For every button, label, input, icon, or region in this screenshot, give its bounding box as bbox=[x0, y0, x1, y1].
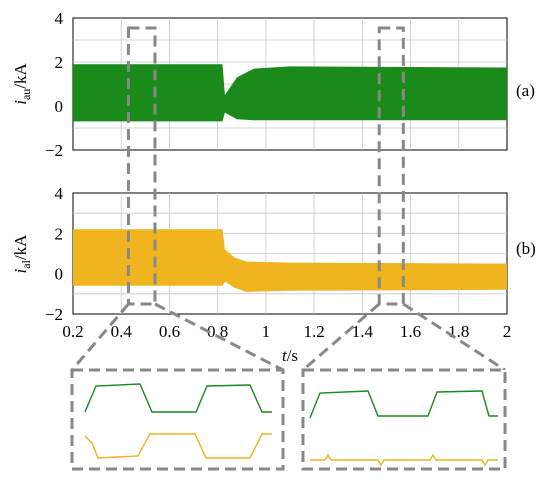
zoom-connectors bbox=[70, 302, 506, 372]
y-tick-label: 4 bbox=[55, 184, 64, 203]
inset-2 bbox=[301, 368, 507, 471]
x-tick-label: 0.2 bbox=[62, 322, 83, 341]
zoom-connector-2-right bbox=[402, 302, 506, 372]
inset-1-green-trace bbox=[84, 383, 272, 413]
zoom-indicators bbox=[126, 26, 405, 306]
panel-b-x-ticks: 0.2 0.4 0.6 0.8 1 1.2 1.4 1.6 1.8 2 bbox=[62, 322, 511, 341]
panel-b-y-ticks: −2 0 2 4 bbox=[45, 184, 64, 324]
inset-2-yellow-trace bbox=[310, 453, 498, 467]
y-tick-label: 4 bbox=[55, 9, 64, 28]
x-tick-label: 0.4 bbox=[111, 322, 133, 341]
inset-1-frame bbox=[70, 368, 285, 471]
x-tick-label: 0.6 bbox=[159, 322, 180, 341]
zoom-window-2 bbox=[377, 26, 405, 306]
y-tick-label: 2 bbox=[55, 224, 64, 243]
panel-b-ylabel: ial/kA bbox=[11, 234, 33, 274]
x-tick-label: 2 bbox=[503, 322, 512, 341]
y-tick-label: −2 bbox=[45, 141, 63, 160]
zoom-connector-1-left bbox=[70, 303, 130, 371]
panel-a-series-band bbox=[73, 64, 507, 122]
inset-1 bbox=[70, 368, 285, 471]
x-tick-label: 1.6 bbox=[400, 322, 421, 341]
x-tick-label: 0.8 bbox=[207, 322, 228, 341]
x-tick-label: 1.8 bbox=[448, 322, 469, 341]
x-tick-label: 1 bbox=[262, 322, 271, 341]
panel-b-series-band bbox=[73, 229, 507, 292]
panel-a: −2 0 2 4 iau/kA (a) bbox=[11, 9, 535, 160]
y-tick-label: 2 bbox=[55, 53, 64, 72]
x-tick-label: 1.2 bbox=[303, 322, 324, 341]
y-tick-label: −2 bbox=[45, 305, 63, 324]
panel-b-tag: (b) bbox=[516, 239, 536, 258]
panel-b-xlabel: t/s bbox=[282, 346, 298, 365]
y-tick-label: 0 bbox=[55, 97, 64, 116]
panel-a-tag: (a) bbox=[516, 81, 535, 100]
y-tick-label: 0 bbox=[55, 265, 64, 284]
zoom-window-1 bbox=[126, 26, 157, 306]
x-tick-label: 1.4 bbox=[352, 322, 374, 341]
inset-2-frame bbox=[301, 368, 507, 471]
panel-a-ylabel: iau/kA bbox=[11, 62, 33, 104]
panel-a-y-ticks: −2 0 2 4 bbox=[45, 9, 64, 160]
inset-2-green-trace bbox=[309, 390, 498, 419]
inset-1-yellow-trace bbox=[84, 433, 272, 459]
zoom-connector-1-right bbox=[154, 302, 284, 372]
